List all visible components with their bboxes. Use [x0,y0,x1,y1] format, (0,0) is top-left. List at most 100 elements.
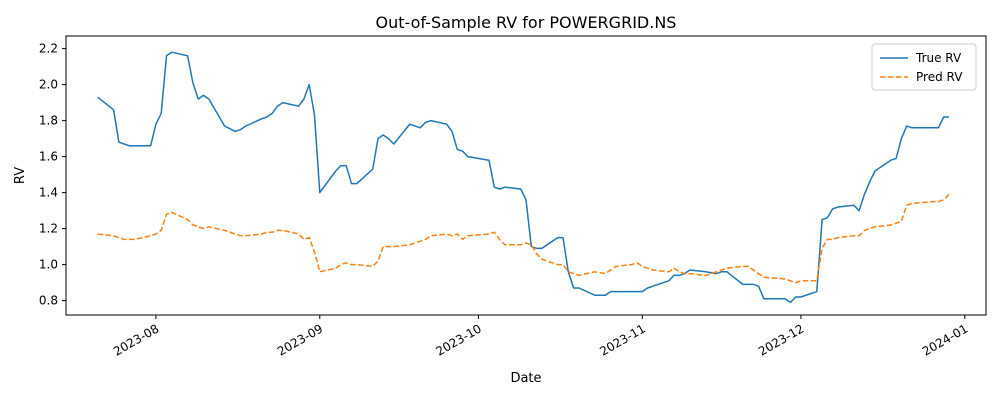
data-point [800,296,802,298]
data-point [932,200,934,202]
data-point [932,127,934,129]
data-point [202,227,204,229]
data-point [900,137,902,139]
data-point [461,150,463,152]
data-point [609,269,611,271]
data-point [456,148,458,150]
data-point [535,253,537,255]
data-point [446,123,448,125]
data-point [356,263,358,265]
legend-box [871,43,977,91]
data-point [260,118,262,120]
y-axis-title: RV [13,167,28,184]
data-point [895,222,897,224]
data-point [752,283,754,285]
series-0-true-rv [97,51,949,304]
data-point [890,159,892,161]
data-point [118,141,120,143]
data-point [837,236,839,238]
data-point [646,267,648,269]
data-point [308,236,310,238]
data-point [271,112,273,114]
y-tick-label: 1.2 [39,222,58,236]
y-tick-label: 1.8 [39,114,58,128]
data-point [134,145,136,147]
data-point [763,298,765,300]
data-point [245,235,247,237]
data-point [186,218,188,220]
data-point [795,281,797,283]
data-point [826,238,828,240]
data-point [345,262,347,264]
data-point [409,244,411,246]
data-point [541,247,543,249]
data-point [498,238,500,240]
data-point [821,218,823,220]
data-point [208,226,210,228]
data-point [276,105,278,107]
data-point [832,208,834,210]
data-point [134,238,136,240]
data-point [689,269,691,271]
data-point [303,98,305,100]
data-point [715,271,717,273]
data-point [853,235,855,237]
data-point [837,206,839,208]
data-point [149,235,151,237]
data-point [165,213,167,215]
y-tick-label: 2.0 [39,78,58,92]
data-point [678,271,680,273]
data-point [424,121,426,123]
data-point [816,290,818,292]
data-point [171,51,173,53]
data-point [863,193,865,195]
data-point [234,233,236,235]
data-point [202,94,204,96]
data-point [752,269,754,271]
data-point [409,123,411,125]
data-point [504,186,506,188]
data-point [467,235,469,237]
data-point [451,130,453,132]
data-point [530,244,532,246]
data-point [118,236,120,238]
data-point [641,265,643,267]
data-point [192,224,194,226]
data-point [112,235,114,237]
data-point [678,274,680,276]
data-point [821,247,823,249]
data-point [594,294,596,296]
data-point [335,170,337,172]
y-tick-label: 1.6 [39,150,58,164]
data-point [430,119,432,121]
data-point [171,211,173,213]
data-point [335,267,337,269]
data-point [689,272,691,274]
data-point [615,265,617,267]
data-point [562,263,564,265]
data-point [937,200,939,202]
chart-title: Out-of-Sample RV for POWERGRID.NS [376,13,677,32]
data-point [720,269,722,271]
data-point [520,244,522,246]
data-point [128,145,130,147]
data-point [858,235,860,237]
data-point [742,265,744,267]
data-point [784,278,786,280]
data-point [282,101,284,103]
data-point [223,125,225,127]
data-point [165,55,167,57]
data-point [816,280,818,282]
data-point [572,287,574,289]
data-point [609,290,611,292]
y-tick-label: 1.0 [39,258,58,272]
data-point [567,271,569,273]
data-point [197,98,199,100]
data-point [419,127,421,129]
data-point [578,287,580,289]
data-point [943,116,945,118]
data-point [123,143,125,145]
data-point [826,217,828,219]
